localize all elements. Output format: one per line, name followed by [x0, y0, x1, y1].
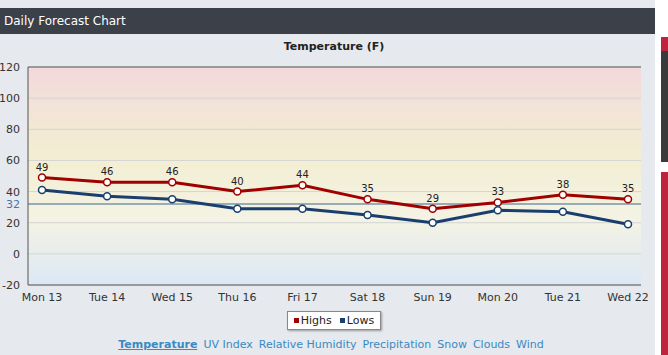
- svg-text:Thu 16: Thu 16: [217, 291, 256, 304]
- html-text:Precipitation: Precipitation: [362, 338, 432, 351]
- svg-text:46: 46: [166, 166, 179, 177]
- html-text:Clouds: Clouds: [472, 338, 511, 351]
- html-text:Wind: Wind: [516, 338, 544, 351]
- svg-text:32: 32: [6, 198, 20, 211]
- html-text:Highs: Highs: [300, 314, 332, 327]
- svg-text:-20: -20: [2, 279, 20, 292]
- html-text:Snow: Snow: [437, 338, 467, 351]
- svg-text:0: 0: [13, 248, 20, 261]
- svg-text:46: 46: [101, 166, 114, 177]
- svg-text:33: 33: [491, 186, 504, 197]
- svg-text:Sun 19: Sun 19: [413, 291, 451, 304]
- svg-text:38: 38: [557, 179, 570, 190]
- svg-text:29: 29: [426, 193, 439, 204]
- svg-text:Tue 14: Tue 14: [88, 291, 125, 304]
- html-text:Daily Forecast Chart: Daily Forecast Chart: [4, 14, 126, 28]
- svg-text:49: 49: [36, 162, 49, 173]
- html-text:Temperature: Temperature: [118, 338, 198, 351]
- html-text:Temperature (F): Temperature (F): [283, 40, 385, 53]
- svg-text:60: 60: [6, 154, 20, 167]
- svg-text:40: 40: [6, 186, 20, 199]
- svg-text:Wed 22: Wed 22: [607, 291, 648, 304]
- svg-text:44: 44: [296, 169, 309, 180]
- svg-text:35: 35: [361, 183, 374, 194]
- svg-text:Mon 13: Mon 13: [22, 291, 63, 304]
- html-text:Lows: Lows: [346, 314, 375, 327]
- svg-text:Tue 21: Tue 21: [544, 291, 581, 304]
- html-text:UV Index: UV Index: [203, 338, 253, 351]
- svg-text:120: 120: [0, 61, 20, 74]
- svg-text:80: 80: [6, 123, 20, 136]
- svg-text:Mon 20: Mon 20: [477, 291, 518, 304]
- svg-text:Sat 18: Sat 18: [350, 291, 386, 304]
- svg-text:Fri 17: Fri 17: [287, 291, 318, 304]
- svg-text:Wed 15: Wed 15: [151, 291, 192, 304]
- svg-text:100: 100: [0, 92, 20, 105]
- svg-text:35: 35: [622, 183, 635, 194]
- svg-text:20: 20: [6, 217, 20, 230]
- html-text:Relative Humidity: Relative Humidity: [258, 338, 357, 351]
- svg-text:40: 40: [231, 176, 244, 187]
